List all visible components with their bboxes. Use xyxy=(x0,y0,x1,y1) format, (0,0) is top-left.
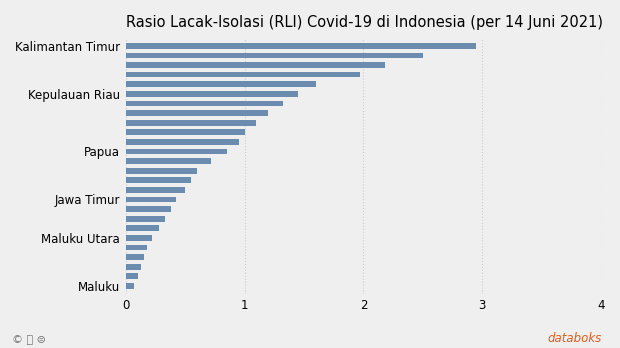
Bar xyxy=(126,187,185,193)
Bar xyxy=(126,197,175,202)
Bar xyxy=(126,235,152,241)
Bar xyxy=(126,72,360,78)
Bar xyxy=(126,53,423,58)
Bar xyxy=(126,168,197,174)
Bar xyxy=(126,129,244,135)
Bar xyxy=(126,62,385,68)
Bar xyxy=(126,177,191,183)
Bar xyxy=(126,226,159,231)
Bar xyxy=(126,264,141,270)
Bar xyxy=(126,216,165,222)
Bar xyxy=(126,149,227,154)
Bar xyxy=(126,274,138,279)
Bar xyxy=(126,110,268,116)
Text: databoks: databoks xyxy=(547,332,601,345)
Bar xyxy=(126,81,316,87)
Bar xyxy=(126,206,171,212)
Bar xyxy=(126,101,283,106)
Bar xyxy=(126,139,239,145)
Bar xyxy=(126,254,143,260)
Bar xyxy=(126,158,211,164)
Bar xyxy=(126,283,134,289)
Bar xyxy=(126,245,147,250)
Bar xyxy=(126,91,298,97)
Text: Rasio Lacak-Isolasi (RLI) Covid-19 di Indonesia (per 14 Juni 2021): Rasio Lacak-Isolasi (RLI) Covid-19 di In… xyxy=(126,15,603,30)
Bar xyxy=(126,120,257,126)
Text: © ⓘ ⊜: © ⓘ ⊜ xyxy=(12,334,46,345)
Bar xyxy=(126,43,476,49)
